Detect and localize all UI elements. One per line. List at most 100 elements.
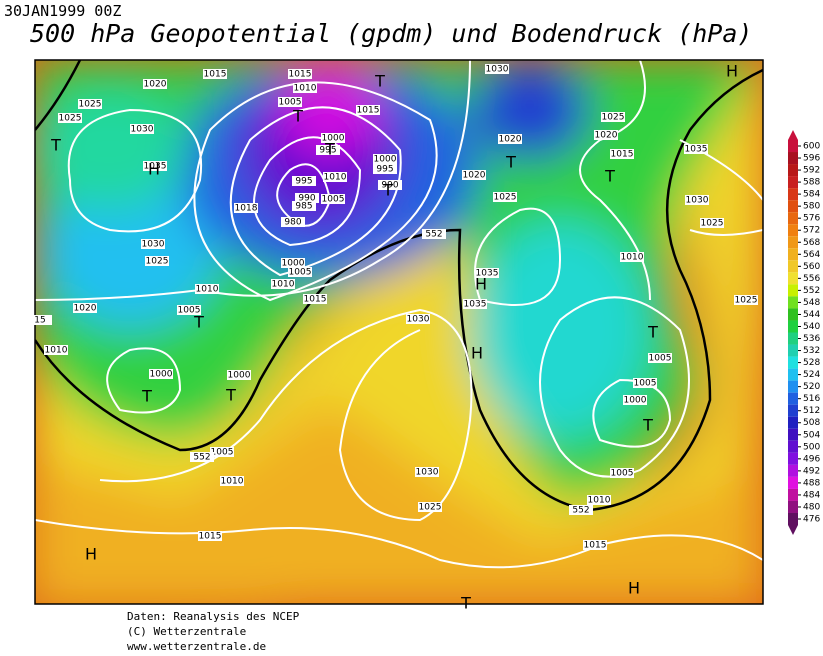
colorbar-cell (788, 320, 798, 333)
title: 500 hPa Geopotential (gpdm) und Bodendru… (30, 19, 752, 48)
pressure-center: T (505, 153, 516, 172)
isobar-label: 1030 (486, 65, 509, 75)
isobar-label: 980 (284, 218, 301, 228)
isobar-label: 1015 (289, 70, 312, 80)
isobar-label: 990 (298, 194, 315, 204)
isobar-label: 1020 (74, 304, 97, 314)
isobar-label: 1005 (649, 354, 672, 364)
label-bg (281, 258, 305, 268)
label-bg (143, 79, 167, 89)
isobar-label: 15 (34, 316, 45, 326)
colorbar-label: 560 (803, 262, 820, 272)
label-bg (288, 267, 312, 277)
colorbar-cell (788, 260, 798, 273)
colorbar-cell (788, 464, 798, 477)
isobar-label: 1005 (322, 195, 345, 205)
colorbar-label: 600 (803, 142, 820, 152)
isobar-label: 1015 (204, 70, 227, 80)
colorbar-label: 528 (803, 358, 820, 368)
label-bg (278, 97, 302, 107)
pressure-center: T (374, 72, 385, 91)
colorbar-label: 556 (803, 274, 820, 284)
label-bg (406, 314, 430, 324)
isobar-label: 552 (193, 453, 210, 463)
label-bg (145, 256, 169, 266)
isobar-label: 1005 (178, 306, 201, 316)
colorbar-label: 584 (803, 190, 820, 200)
pressure-center: T (382, 181, 393, 200)
label-bg (422, 229, 446, 239)
isobar-label: 990 (381, 181, 398, 191)
colorbar-cell (788, 308, 798, 321)
isobar-label: 1000 (624, 396, 647, 406)
isobar-label: 1020 (144, 80, 167, 90)
pressure-center: T (193, 313, 204, 332)
pressure-center: T (292, 107, 303, 126)
pressure-center: T (141, 387, 152, 406)
colorbar-label: 504 (803, 430, 820, 440)
isobar-label: 1000 (374, 155, 397, 165)
label-bg (373, 164, 397, 174)
pressure-center: H (471, 344, 483, 363)
date: 30JAN1999 00Z (4, 2, 121, 20)
label-bg (220, 476, 244, 486)
isobar-label: 1010 (294, 84, 317, 94)
colorbar-cell (788, 476, 798, 489)
isobar-label: 1010 (621, 253, 644, 263)
isobar-label: 552 (425, 230, 442, 240)
colorbar-cell (788, 200, 798, 213)
label-bg (601, 112, 625, 122)
pressure-center: H (85, 545, 97, 564)
isobar-label: 1000 (282, 259, 305, 269)
colorbar-label: 588 (803, 178, 820, 188)
map-labels: 1015 1015 1010 1005 1030 1020 1025 1025 1030 1015… (28, 62, 758, 613)
label-bg (73, 303, 97, 313)
label-bg (44, 345, 68, 355)
pressure-center: T (460, 594, 471, 613)
colorbar-label: 488 (803, 478, 820, 488)
label-bg (143, 161, 167, 171)
isobar-label: 1005 (634, 379, 657, 389)
label-bg (685, 195, 709, 205)
label-bg (281, 217, 305, 227)
colorbar-label: 480 (803, 502, 820, 512)
label-bg (195, 284, 219, 294)
pressure-center: T (604, 167, 615, 186)
label-bg (610, 468, 634, 478)
colorbar-label: 552 (803, 286, 820, 296)
colorbar-label: 524 (803, 370, 820, 380)
isobar-label: 1025 (59, 114, 82, 124)
isobar-label: 1030 (416, 468, 439, 478)
isobar-label: 995 (295, 177, 312, 187)
colorbar-cell (788, 212, 798, 225)
label-bg (734, 295, 758, 305)
isobar-label: 1010 (588, 496, 611, 506)
colorbar-cell (788, 224, 798, 237)
isobar-label: 1025 (494, 193, 517, 203)
pressure-center: H (726, 62, 738, 81)
isobar-label: 995 (319, 146, 336, 156)
label-bg (583, 540, 607, 550)
isobar-label: 1025 (602, 113, 625, 123)
isobar-label: 1020 (499, 135, 522, 145)
colorbar-label: 476 (803, 515, 820, 525)
isobar-label: 1030 (142, 240, 165, 250)
label-bg (293, 83, 317, 93)
label-bg (316, 145, 340, 155)
colorbar-cell (788, 344, 798, 357)
colorbar-cell (788, 368, 798, 381)
colorbar-cell (788, 380, 798, 393)
label-bg (288, 69, 312, 79)
isobar-label: 1035 (464, 300, 487, 310)
pressure-center: H (628, 579, 640, 598)
label-bg (418, 502, 442, 512)
label-bg (321, 194, 345, 204)
colorbar-cap (788, 129, 798, 140)
label-bg (700, 218, 724, 228)
colorbar-label: 532 (803, 346, 820, 356)
colorbar-label: 508 (803, 418, 820, 428)
isobar-label: 552 (572, 506, 589, 516)
colorbar-label: 580 (803, 202, 820, 212)
label-bg (485, 64, 509, 74)
colorbar-label: 536 (803, 334, 820, 344)
